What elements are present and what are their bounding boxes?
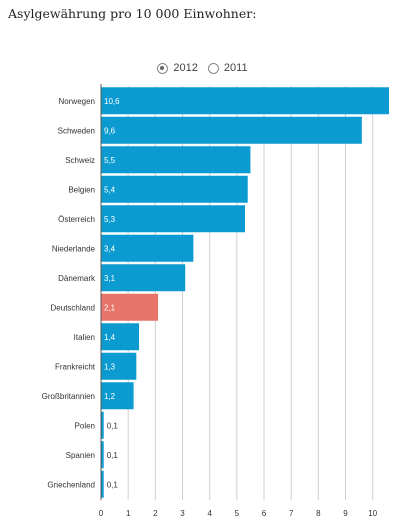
value-label: 3,1: [104, 274, 116, 283]
x-tick-label: 10: [368, 509, 377, 518]
value-label: 2,1: [104, 303, 116, 312]
category-label: Niederlande: [52, 244, 96, 253]
category-label: Schweden: [58, 126, 95, 135]
bar: [101, 116, 362, 144]
x-tick-label: 0: [99, 509, 104, 518]
bar: [101, 87, 389, 115]
category-label: Belgien: [68, 185, 95, 194]
value-label: 5,3: [104, 215, 116, 224]
bar: [101, 264, 186, 292]
radio-selected-icon[interactable]: [157, 62, 169, 74]
value-label: 0,1: [107, 480, 119, 489]
value-label: 5,4: [104, 185, 116, 194]
bar: [101, 205, 245, 233]
x-tick-label: 4: [207, 509, 212, 518]
value-label: 0,1: [107, 421, 119, 430]
bar: [101, 323, 140, 351]
bar: [101, 146, 251, 174]
category-label: Dänemark: [58, 274, 96, 283]
category-label: Deutschland: [51, 303, 95, 312]
x-tick-label: 8: [316, 509, 321, 518]
year-option-2011[interactable]: 2011: [207, 60, 248, 76]
value-label: 3,4: [104, 244, 116, 253]
radio-unselected-icon[interactable]: [207, 62, 219, 74]
value-label: 1,4: [104, 333, 116, 342]
value-label: 10,6: [104, 97, 120, 106]
bar: [101, 352, 137, 380]
category-label: Großbritannien: [42, 392, 95, 401]
value-label: 0,1: [107, 451, 119, 460]
category-label: Frankreicht: [55, 362, 96, 371]
category-label: Schweiz: [65, 156, 95, 165]
category-label: Spanien: [66, 451, 95, 460]
x-tick-label: 5: [235, 509, 240, 518]
x-tick-label: 6: [262, 509, 267, 518]
x-tick-label: 3: [180, 509, 185, 518]
value-label: 1,3: [104, 362, 116, 371]
category-label: Griechenland: [47, 480, 95, 489]
x-tick-label: 1: [126, 509, 131, 518]
x-tick-label: 7: [289, 509, 294, 518]
year-option-label: 2012: [173, 62, 198, 74]
value-label: 5,5: [104, 156, 116, 165]
bar: [101, 411, 104, 439]
bar: [101, 382, 134, 410]
x-tick-label: 2: [153, 509, 158, 518]
category-label: Österreich: [58, 215, 95, 224]
category-label: Norwegen: [59, 97, 95, 106]
year-option-label: 2011: [223, 62, 248, 74]
x-tick-label: 9: [343, 509, 348, 518]
value-label: 9,6: [104, 126, 116, 135]
bar: [101, 234, 194, 262]
chart-title: Asylgewährung pro 10 000 Einwohner:: [8, 6, 257, 21]
value-label: 1,2: [104, 392, 116, 401]
bar: [101, 293, 159, 321]
bar: [101, 441, 104, 469]
year-toggle: 2012 2011: [0, 60, 405, 76]
category-label: Polen: [75, 421, 95, 430]
year-option-2012[interactable]: 2012: [157, 60, 198, 76]
bar: [101, 175, 248, 203]
category-label: Italien: [74, 333, 95, 342]
bar: [101, 470, 104, 498]
